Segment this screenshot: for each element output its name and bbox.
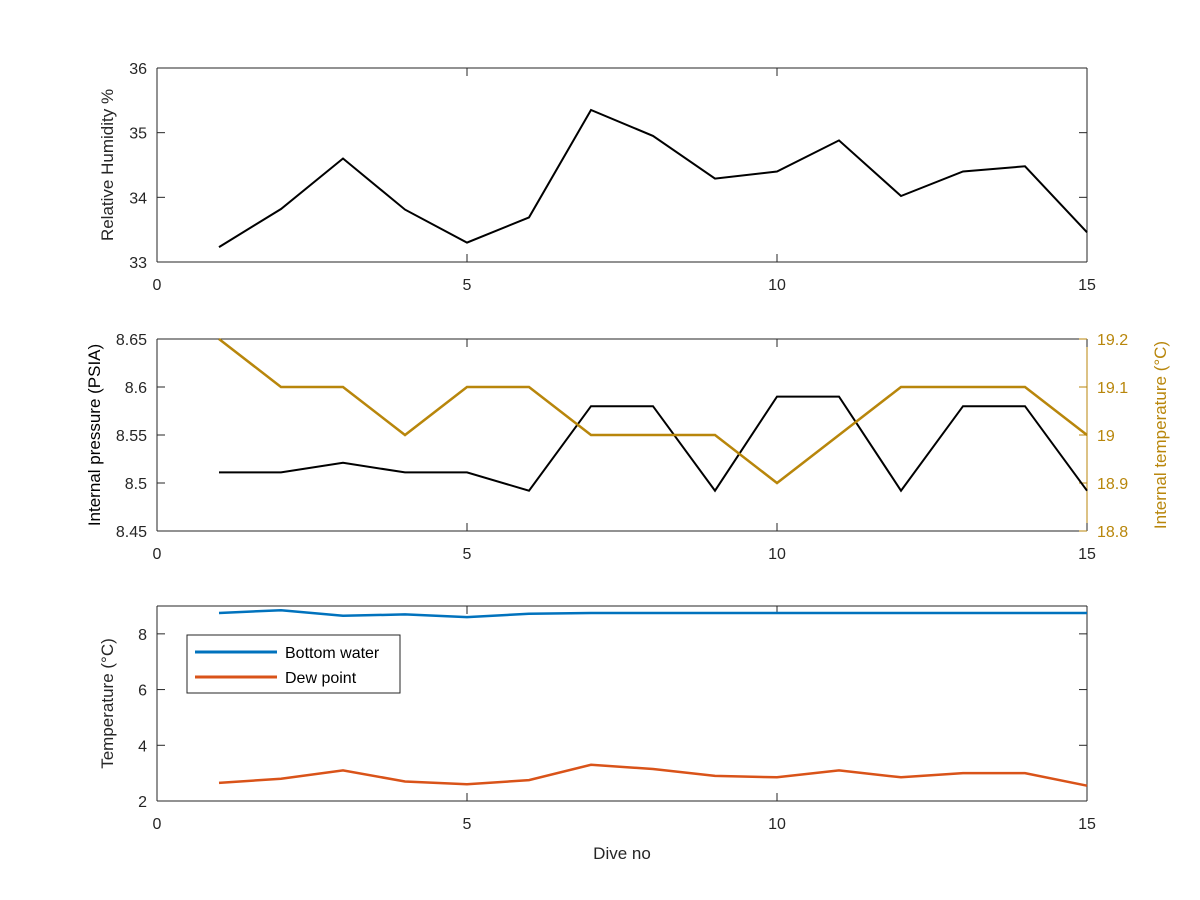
panel-2-y-axis-label: Temperature (°C)	[98, 638, 117, 769]
panel-2-y-tick-label: 2	[138, 794, 147, 811]
panel-0-y-axis-label: Relative Humidity %	[98, 89, 117, 241]
panel-0-x-tick-label: 10	[768, 277, 786, 294]
series-line-2-1	[218, 763, 1088, 787]
panel-0-y-tick-label: 34	[129, 190, 147, 207]
panel-1-y2-tick-label: 19.1	[1097, 380, 1128, 397]
series-line-1-0	[219, 395, 1088, 493]
panel-1-y2-tick-label: 19	[1097, 428, 1115, 445]
panel-0-x-tick-label: 5	[463, 277, 472, 294]
panel-0-x-tick-label: 15	[1078, 277, 1096, 294]
panel-1-y-tick-label: 8.45	[116, 524, 147, 541]
panel-0-x-tick-label: 0	[153, 277, 162, 294]
panel-1-y-axis-label: Internal pressure (PSIA)	[85, 344, 104, 526]
series-line-1-1	[218, 338, 1088, 485]
panel-1-y2-tick-label: 19.2	[1097, 332, 1128, 349]
legend-label-1: Dew point	[285, 670, 357, 687]
series-line-0-0	[218, 108, 1088, 248]
panel-1-y2-tick-label: 18.9	[1097, 476, 1128, 493]
panel-2-x-tick-label: 0	[153, 816, 162, 833]
panel-0-y-tick-label: 35	[129, 126, 147, 143]
panel-2-x-tick-label: 5	[463, 816, 472, 833]
panel-2-y-tick-label: 4	[138, 738, 147, 755]
panel-1-x-tick-label: 0	[153, 546, 162, 563]
panel-1-y-tick-label: 8.65	[116, 332, 147, 349]
panel-1-x-tick-label: 15	[1078, 546, 1096, 563]
panel-2-x-tick-label: 10	[768, 816, 786, 833]
legend-box	[186, 634, 401, 694]
panel-0-y-tick-label: 36	[129, 61, 147, 78]
panel-1-y-tick-label: 8.6	[125, 380, 147, 397]
panel-1-x-tick-label: 5	[463, 546, 472, 563]
panel-0-y-tick-label: 33	[129, 255, 147, 272]
panel-1-y-tick-label: 8.5	[125, 476, 147, 493]
panel-2-x-tick-label: 15	[1078, 816, 1096, 833]
series-line-2-0	[218, 608, 1087, 619]
panel-2-x-axis-label: Dive no	[593, 844, 651, 863]
panel-2-y-tick-label: 8	[138, 627, 147, 644]
panel-1-y2-axis-label: Internal temperature (°C)	[1151, 341, 1170, 529]
panel-2-y-tick-label: 6	[138, 683, 147, 700]
legend-label-0: Bottom water	[285, 645, 380, 662]
panel-1-x-tick-label: 10	[768, 546, 786, 563]
panel-1-y-tick-label: 8.55	[116, 428, 147, 445]
panel-1-y2-tick-label: 18.8	[1097, 524, 1128, 541]
